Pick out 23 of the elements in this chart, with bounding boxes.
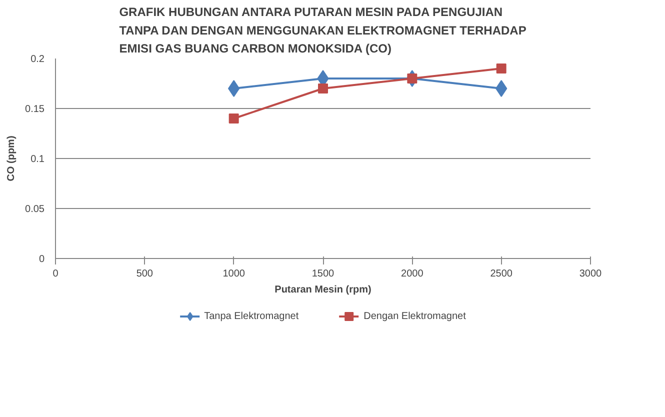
point (228, 80, 240, 97)
x-tick-label: 3000 (579, 268, 602, 280)
point (496, 80, 508, 97)
y-tick-label: 0 (38, 254, 45, 265)
legend-label: Dengan Elektromagnet (364, 310, 466, 322)
y-tick-label: 0.1 (30, 154, 45, 165)
x-tick-label: 0 (52, 268, 59, 280)
legend-label: Tanpa Elektromagnet (204, 310, 299, 322)
x-tick-label: 2500 (490, 268, 513, 280)
point (228, 114, 239, 124)
y-tick-label: 0.2 (30, 54, 45, 65)
point (496, 64, 506, 74)
x-tick-label: 1500 (312, 268, 335, 280)
y-axis-title: CO (ppm) (6, 136, 18, 182)
x-axis-title: Putaran Mesin (rpm) (274, 284, 372, 296)
y-tick-label: 0.05 (25, 204, 45, 215)
x-tick-label: 2000 (401, 268, 424, 280)
x-tick-label: 500 (136, 268, 154, 280)
x-tick-label: 1000 (222, 268, 246, 280)
point (318, 84, 328, 94)
chart-title: GRAFIK HUBUNGAN ANTARA PUTARAN MESIN PADA PENGUJIAN TANPA DAN DENGAN MENGGUNAKAN ELEKTROMAGNET TERHADAP EMISI GAS BUANG CARBON MONOKSIDA (CO) (119, 5, 526, 56)
point (407, 74, 418, 84)
y-tick-label: 0.15 (25, 104, 45, 115)
